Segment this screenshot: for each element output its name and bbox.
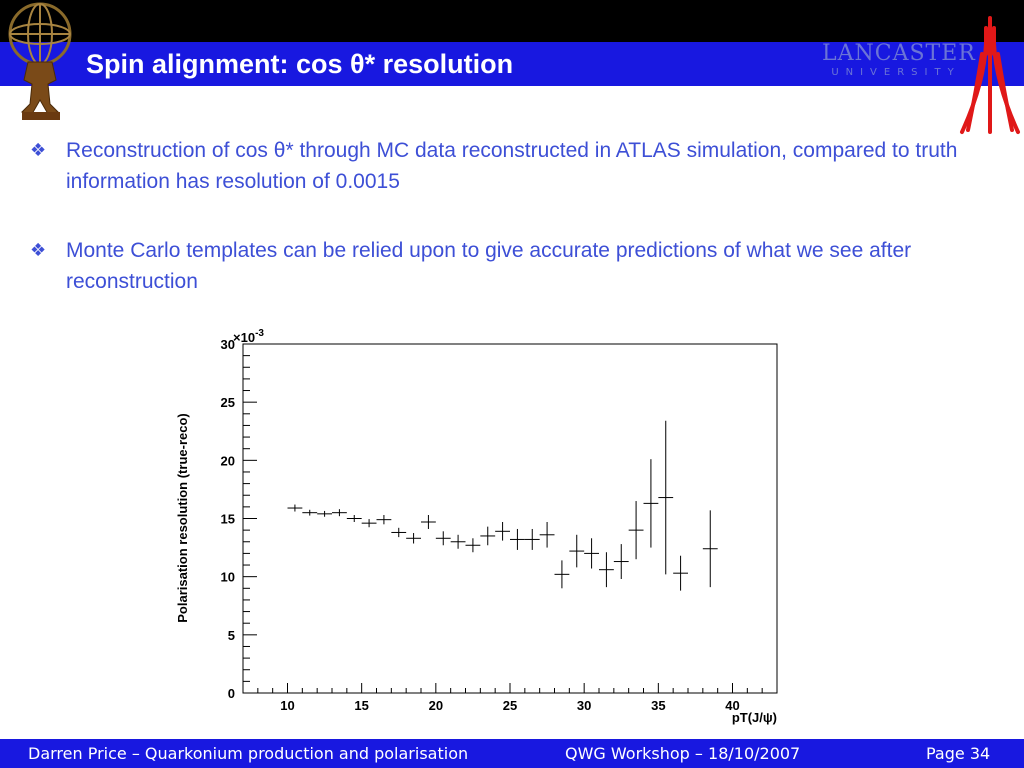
y-tick-label: 30 [221, 337, 235, 352]
bullet-item: ❖ Reconstruction of cos θ* through MC da… [30, 135, 970, 197]
data-point [332, 509, 347, 517]
y-tick-label: 10 [221, 570, 235, 585]
data-point [421, 515, 436, 529]
x-tick-label: 35 [651, 698, 665, 713]
data-point [302, 509, 318, 516]
lancaster-university-logo: LANCASTER UNIVERSITY [822, 41, 976, 84]
footer-bar: Darren Price – Quarkonium production and… [0, 739, 1024, 768]
diamond-bullet-icon: ❖ [30, 140, 47, 160]
data-point [435, 531, 451, 546]
x-axis-label: pT(J/ψ) [732, 710, 777, 725]
data-point [346, 515, 362, 522]
y-axis-label: Polarisation resolution (true-reco) [175, 413, 190, 622]
y-tick-label: 20 [221, 453, 235, 468]
data-point [643, 459, 659, 548]
x-tick-label: 20 [429, 698, 443, 713]
data-point [317, 510, 332, 517]
data-point [613, 544, 629, 579]
footer-event: QWG Workshop – 18/10/2007 [565, 744, 801, 763]
data-point [480, 526, 496, 546]
data-point [599, 552, 614, 588]
data-point [391, 527, 407, 538]
resolution-chart: 0 5 10 15 20 25 30 10 15 20 25 30 35 40 Polarisation … [175, 328, 778, 725]
x-tick-label: 15 [354, 698, 368, 713]
data-point [406, 533, 421, 544]
y-multiplier-exp: -3 [255, 328, 264, 339]
x-tick-label: 40 [725, 698, 739, 713]
diamond-bullet-icon: ❖ [30, 240, 47, 260]
data-point [628, 501, 644, 560]
footer-page-number: Page 34 [926, 744, 991, 763]
data-point [450, 534, 466, 549]
bullet-text: Reconstruction of cos θ* through MC data… [66, 139, 958, 193]
data-point [376, 515, 392, 525]
data-point [287, 504, 303, 512]
data-point [569, 534, 585, 568]
bullet-list: ❖ Reconstruction of cos θ* through MC da… [30, 135, 970, 335]
y-multiplier: ×10-3 [233, 328, 264, 345]
data-point [673, 555, 688, 591]
bullet-text: Monte Carlo templates can be relied upon… [66, 239, 912, 293]
title-bar [0, 42, 1024, 86]
data-point [510, 528, 525, 550]
red-emblem-icon [960, 16, 1020, 134]
y-tick-label: 5 [228, 628, 235, 643]
data-point [554, 560, 570, 589]
atlas-figure-logo [8, 2, 72, 120]
x-tick-label: 30 [577, 698, 591, 713]
lancaster-name: LANCASTER [822, 41, 976, 66]
data-point [658, 420, 674, 575]
lancaster-sub: UNIVERSITY [831, 67, 961, 78]
data-point [702, 510, 718, 588]
x-tick-label: 25 [503, 698, 517, 713]
data-point [524, 528, 540, 550]
y-multiplier-base: ×10 [233, 330, 255, 345]
slide-title: Spin alignment: cos θ* resolution [86, 49, 514, 79]
footer-author: Darren Price – Quarkonium production and… [28, 744, 469, 763]
data-point [495, 521, 510, 541]
header-black-strip [0, 0, 1024, 42]
data-point [361, 519, 377, 528]
plot-frame [242, 343, 778, 694]
x-tick-label: 10 [280, 698, 294, 713]
y-tick-label: 0 [228, 686, 235, 701]
data-point [539, 521, 555, 548]
data-point [584, 538, 599, 569]
data-point [465, 538, 481, 553]
y-tick-label: 25 [221, 395, 235, 410]
bullet-item: ❖ Monte Carlo templates can be relied up… [30, 235, 970, 297]
y-tick-label: 15 [221, 512, 235, 527]
